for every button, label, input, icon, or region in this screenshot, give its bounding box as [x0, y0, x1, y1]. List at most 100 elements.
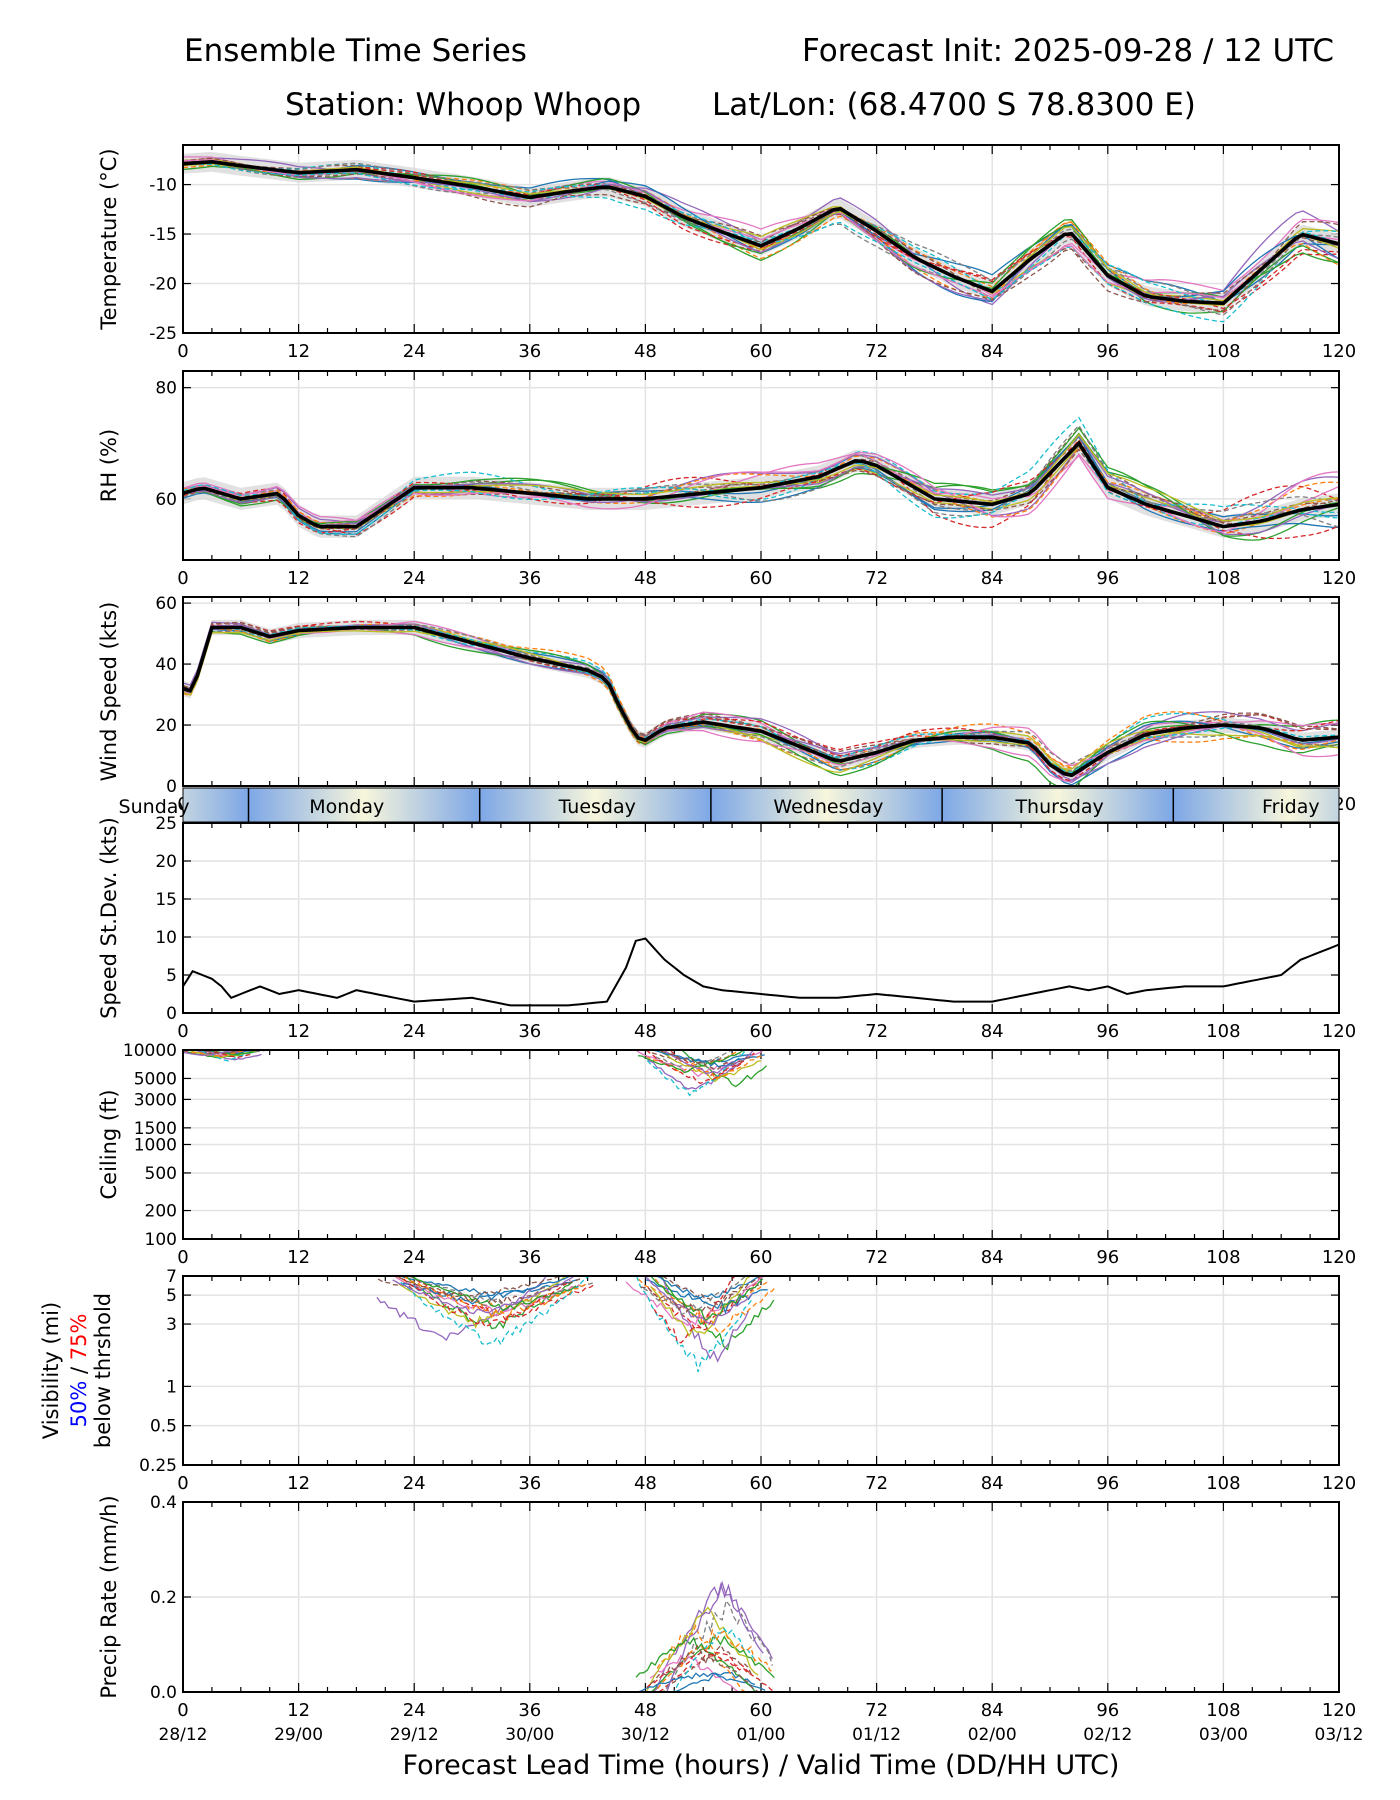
temperature-ytick-label: -10 — [149, 176, 177, 196]
visibility-member-line — [648, 1276, 750, 1363]
valid-time-label: 30/12 — [621, 1725, 670, 1745]
speed-stdev-ytick-label: 10 — [155, 928, 177, 948]
panel-border — [182, 1501, 1340, 1693]
precip-rate-xtick-label: 96 — [1096, 1700, 1119, 1721]
precip-rate-xtick-label: 60 — [750, 1700, 773, 1721]
visibility-member-line — [402, 1276, 592, 1305]
wind-speed-mean-line — [183, 625, 1339, 778]
wind-speed-ytick-label: 40 — [155, 655, 177, 675]
speed-stdev-ytick-label: 25 — [155, 814, 177, 834]
ceiling-ytick-label: 200 — [145, 1202, 177, 1222]
precip-rate-member-line — [637, 1672, 766, 1692]
temperature-xtick-label: 84 — [981, 341, 1004, 362]
relative-humidity-series — [183, 416, 1339, 541]
relative-humidity-member-line — [183, 435, 1339, 535]
visibility-member-line — [628, 1276, 753, 1373]
visibility-xtick-label: 72 — [865, 1473, 888, 1494]
ceiling-panel — [182, 1049, 1340, 1240]
visibility-member-line — [397, 1276, 594, 1306]
day-segment — [183, 788, 249, 822]
precip-rate-member-line — [641, 1580, 773, 1692]
visibility-ytick-label: 1 — [166, 1377, 177, 1397]
relative-humidity-xtick-label: 24 — [403, 568, 426, 589]
wind-speed-ytick-label: 0 — [166, 777, 177, 797]
visibility-ylabel: Visibility (mi) — [39, 1302, 63, 1439]
temperature-xtick-label: 0 — [177, 341, 188, 362]
precip-rate-ytick-label: 0.0 — [150, 1683, 177, 1703]
speed-stdev-panel — [182, 822, 1340, 1014]
ceiling-member-line — [206, 1050, 254, 1059]
ceiling-member-line — [203, 1050, 254, 1056]
visibility-ytick-label: 7 — [166, 1267, 177, 1287]
visibility-xtick-label: 24 — [403, 1473, 426, 1494]
ceiling-member-line — [191, 1050, 254, 1057]
visibility-member-line — [396, 1276, 571, 1328]
panel-border — [182, 1275, 1340, 1466]
speed-stdev-ytick-label: 15 — [155, 890, 177, 910]
speed-stdev-xtick-label: 48 — [634, 1021, 657, 1042]
temperature-xtick-label: 108 — [1206, 341, 1240, 362]
precip-rate-member-line — [649, 1654, 751, 1692]
wind-speed-ytick-label: 60 — [155, 594, 177, 614]
ceiling-ytick-label: 100 — [145, 1230, 177, 1250]
temperature-member-line — [183, 162, 1339, 316]
day-label: Monday — [309, 796, 384, 818]
precip-rate-xtick-label: 24 — [403, 1700, 426, 1721]
relative-humidity-xtick-label: 108 — [1206, 568, 1240, 589]
title-right: Forecast Init: 2025-09-28 / 12 UTC — [802, 33, 1334, 69]
panel-border — [182, 144, 1340, 334]
visibility-member-line — [650, 1276, 752, 1338]
wind-speed-member-line — [183, 620, 1339, 782]
precip-rate-xtick-label: 12 — [287, 1700, 310, 1721]
ceiling-member-line — [638, 1050, 754, 1074]
speed-stdev-xtick-label: 12 — [287, 1021, 310, 1042]
visibility-ylabel-threshold: 50% / 75% — [67, 1314, 91, 1428]
day-label: Wednesday — [773, 796, 883, 818]
temperature-mean-line — [183, 159, 1339, 306]
day-segment — [942, 788, 1174, 822]
valid-time-label: 29/00 — [274, 1725, 323, 1745]
ceiling-xtick-label: 120 — [1322, 1247, 1356, 1268]
ceiling-member-line — [636, 1050, 741, 1065]
visibility-member-line — [391, 1276, 581, 1306]
station-latlon: Lat/Lon: (68.4700 S 78.8300 E) — [712, 87, 1196, 123]
ceiling-xtick-label: 96 — [1096, 1247, 1119, 1268]
relative-humidity-ytick-label: 80 — [155, 379, 177, 399]
ceiling-member-line — [655, 1050, 745, 1068]
ceiling-xtick-label: 48 — [634, 1247, 657, 1268]
speed-stdev-ytick-label: 0 — [166, 1004, 177, 1024]
day-label: Sunday — [119, 796, 190, 818]
valid-time-label: 01/12 — [852, 1725, 901, 1745]
speed-stdev-xtick-label: 96 — [1096, 1021, 1119, 1042]
speed-stdev-xtick-label: 60 — [750, 1021, 773, 1042]
temperature-xtick-label: 12 — [287, 341, 310, 362]
visibility-ytick-label: 0.25 — [139, 1456, 177, 1476]
speed-stdev-ytick-label: 5 — [166, 966, 177, 986]
relative-humidity-xtick-label: 0 — [177, 568, 188, 589]
relative-humidity-xtick-label: 48 — [634, 568, 657, 589]
ceiling-member-line — [646, 1050, 755, 1085]
valid-time-label: 03/12 — [1315, 1725, 1364, 1745]
temperature-member-line — [183, 161, 1339, 302]
ceiling-ytick-label: 1500 — [134, 1119, 177, 1139]
panel-border — [182, 1049, 1340, 1240]
precip-rate-xtick-label: 120 — [1322, 1700, 1356, 1721]
visibility-xtick-label: 36 — [518, 1473, 541, 1494]
visibility-xtick-label: 96 — [1096, 1473, 1119, 1494]
relative-humidity-mean-line — [183, 440, 1339, 529]
speed-stdev-line — [182, 937, 1340, 1007]
precip-rate-ytick-label: 0.4 — [150, 1493, 177, 1513]
relative-humidity-xtick-label: 36 — [518, 568, 541, 589]
temperature-spread-band — [183, 151, 1339, 314]
day-segment — [479, 788, 711, 822]
relative-humidity-xtick-label: 120 — [1322, 568, 1356, 589]
temperature-ylabel: Temperature (°C) — [97, 148, 121, 330]
visibility-member-line — [392, 1276, 578, 1315]
precip-rate-xtick-label: 84 — [981, 1700, 1004, 1721]
precip-rate-series — [635, 1580, 775, 1692]
ceiling-xtick-label: 24 — [403, 1247, 426, 1268]
speed-stdev-xtick-label: 120 — [1322, 1021, 1356, 1042]
visibility-member-line — [398, 1276, 576, 1330]
day-segment — [248, 788, 480, 822]
